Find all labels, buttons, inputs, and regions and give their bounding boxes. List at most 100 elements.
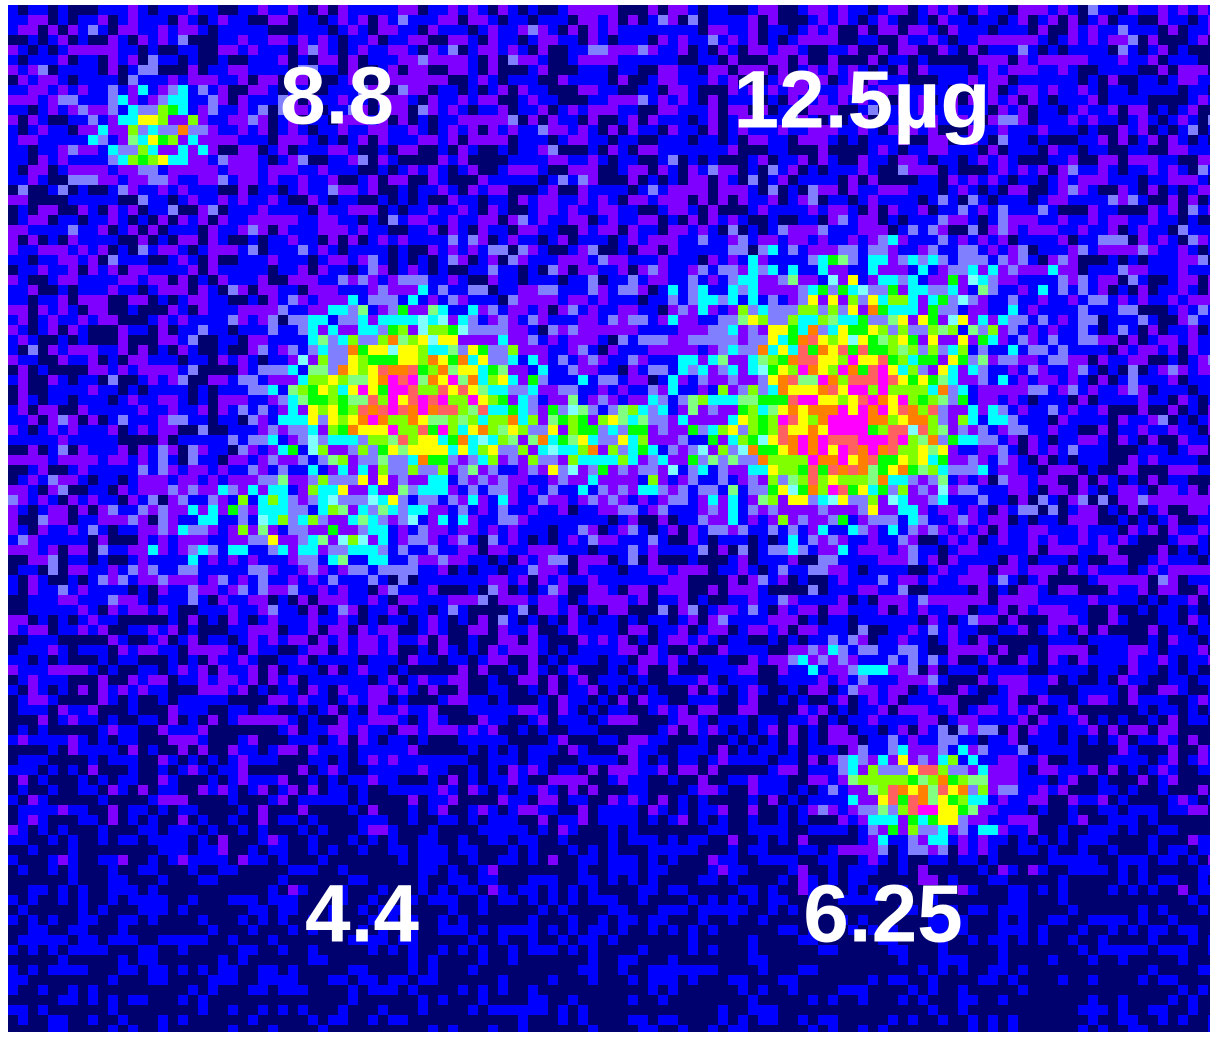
pixel: [188, 335, 198, 345]
pixel: [858, 465, 868, 475]
pixel: [978, 215, 988, 225]
pixel: [658, 495, 668, 505]
pixel: [858, 155, 868, 165]
pixel: [838, 345, 848, 355]
pixel: [668, 445, 678, 455]
pixel: [738, 145, 748, 155]
pixel: [238, 535, 248, 545]
pixel: [1168, 445, 1178, 455]
pixel: [718, 205, 728, 215]
pixel: [1168, 105, 1178, 115]
pixel: [1078, 335, 1088, 345]
pixel: [208, 355, 218, 365]
pixel: [698, 185, 708, 195]
pixel: [1018, 155, 1028, 165]
pixel: [668, 335, 678, 345]
pixel: [408, 145, 418, 155]
pixel: [1098, 485, 1108, 495]
pixel: [198, 175, 208, 185]
pixel: [118, 195, 128, 205]
pixel: [878, 265, 888, 275]
pixel: [448, 215, 458, 225]
pixel: [678, 535, 688, 545]
pixel: [1208, 175, 1210, 185]
pixel: [878, 575, 888, 585]
pixel: [1058, 495, 1068, 505]
pixel: [828, 405, 838, 415]
pixel: [708, 205, 718, 215]
pixel: [178, 375, 188, 385]
pixel: [1148, 55, 1158, 65]
pixel: [988, 405, 998, 415]
pixel: [138, 295, 148, 305]
pixel: [1118, 385, 1128, 395]
pixel: [1088, 585, 1098, 595]
pixel: [308, 275, 318, 285]
pixel: [908, 475, 918, 485]
pixel: [1078, 85, 1088, 95]
pixel: [1118, 225, 1128, 235]
pixel: [608, 15, 618, 25]
pixel: [918, 195, 928, 205]
pixel: [1028, 185, 1038, 195]
pixel: [708, 445, 718, 455]
pixel: [948, 605, 958, 615]
pixel: [478, 415, 488, 425]
pixel: [508, 435, 518, 445]
pixel: [968, 295, 978, 305]
pixel: [328, 435, 338, 445]
pixel: [1158, 25, 1168, 35]
pixel: [418, 475, 428, 485]
pixel: [808, 415, 818, 425]
pixel: [598, 495, 608, 505]
pixel: [28, 275, 38, 285]
pixel: [278, 495, 288, 505]
pixel: [258, 215, 268, 225]
pixel: [318, 5, 328, 15]
pixel: [728, 285, 738, 295]
pixel: [818, 215, 828, 225]
pixel: [928, 425, 938, 435]
pixel: [708, 545, 718, 555]
pixel: [278, 145, 288, 155]
pixel: [1068, 365, 1078, 375]
pixel: [148, 295, 158, 305]
pixel: [218, 155, 228, 165]
pixel: [608, 425, 618, 435]
pixel: [498, 15, 508, 25]
pixel: [798, 555, 808, 565]
pixel: [58, 505, 68, 515]
pixel: [78, 365, 88, 375]
pixel: [898, 415, 908, 425]
pixel: [188, 425, 198, 435]
pixel: [158, 175, 168, 185]
pixel: [448, 55, 458, 65]
pixel: [598, 375, 608, 385]
pixel: [628, 445, 638, 455]
pixel: [748, 395, 758, 405]
pixel: [548, 55, 558, 65]
pixel: [898, 505, 908, 515]
pixel: [678, 165, 688, 175]
pixel: [498, 585, 508, 595]
pixel: [368, 145, 378, 155]
pixel: [318, 605, 328, 615]
pixel: [238, 75, 248, 85]
pixel: [1048, 605, 1058, 615]
pixel: [648, 485, 658, 495]
pixel: [1138, 425, 1148, 435]
pixel: [258, 345, 268, 355]
pixel: [648, 465, 658, 475]
pixel: [1068, 115, 1078, 125]
pixel: [1058, 265, 1068, 275]
pixel: [348, 235, 358, 245]
pixel: [188, 115, 198, 125]
pixel: [558, 395, 568, 405]
pixel: [638, 405, 648, 415]
pixel: [998, 445, 1008, 455]
pixel: [268, 495, 278, 505]
pixel: [878, 285, 888, 295]
pixel: [848, 245, 858, 255]
pixel: [248, 335, 258, 345]
pixel: [708, 595, 718, 605]
